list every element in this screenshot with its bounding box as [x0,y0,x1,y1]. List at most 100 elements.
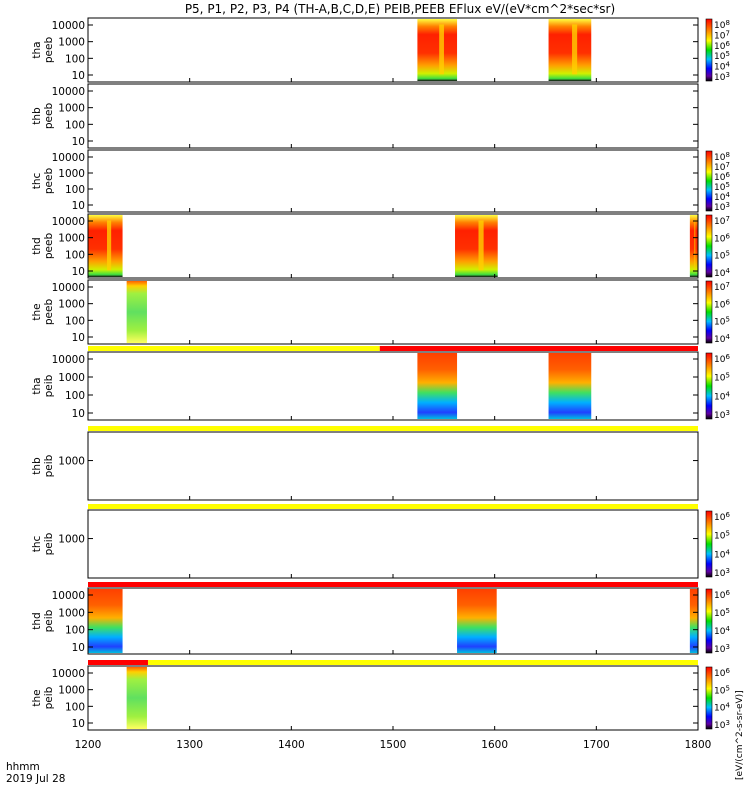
flag-strip [379,346,698,351]
colorbar-tick-label: 105 [714,684,730,696]
panel-label-probe: tha [31,41,43,58]
y-tick-label: 10000 [52,668,85,680]
panel-label-product: peib [43,454,55,477]
flag-strip [88,582,698,587]
y-tick-label: 100 [65,701,85,713]
data-block [689,215,698,277]
panel-label-product: peeb [43,37,55,64]
colorbar-tick-label: 103 [714,409,730,421]
flag-strip [88,346,380,351]
panel-label-probe: thd [31,612,43,629]
y-tick-label: 10 [72,642,85,654]
colorbar-tick-label: 106 [714,353,730,365]
flag-strip [88,504,698,509]
panel-thd-peeb: 10 100 1000 10000 thd peeb 107 106 105 104 [31,213,730,279]
panel-label-product: peeb [43,299,55,326]
data-block [457,589,497,653]
colorbar-tick-label: 107 [714,281,730,293]
colorbar-tick-label: 103 [714,567,730,579]
colorbar-tick-label: 106 [714,232,730,244]
colorbar-tick-label: 103 [714,643,730,655]
data-block [126,667,147,729]
colorbar [705,510,713,578]
panel-label-probe: thc [31,536,43,553]
colorbar-tick-label: 104 [714,267,730,279]
y-tick-label: 1000 [58,534,85,546]
colorbar-tick-label: 107 [714,215,730,227]
data-block-streak [694,220,696,271]
x-tick-label: 1700 [583,739,610,751]
y-tick-label: 100 [65,249,85,261]
data-block [455,215,498,277]
panel-thb-peeb: 10 100 1000 10000 thb peeb [31,83,699,149]
colorbar-tick-label: 105 [714,250,730,262]
y-tick-label: 10 [72,332,85,344]
panel-frame [87,17,699,83]
data-block-streak [439,24,444,75]
y-tick-label: 1000 [58,607,85,619]
panel-frame [87,431,699,501]
panel-label-probe: thb [31,107,43,125]
panel-label-probe: thc [31,173,43,190]
y-tick-label: 10 [72,70,85,82]
y-tick-label: 1000 [58,456,85,468]
chart-title: P5, P1, P2, P3, P4 (TH-A,B,C,D,E) PEIB,P… [185,2,615,16]
colorbar-tick-label: 103 [714,719,730,731]
panel-tha-peib: 10 100 1000 10000 tha peib 106 105 104 103 [31,346,730,421]
x-tick-label: 1600 [481,739,508,751]
y-tick-label: 100 [65,315,85,327]
x-tick-label: 1500 [380,739,407,751]
data-block [417,353,458,419]
colorbar [705,280,713,344]
x-label-line2: 2019 Jul 28 [6,773,65,785]
x-label-line1: hhmm [6,761,40,773]
data-block [689,589,698,653]
data-block [548,353,592,419]
data-block-streak [107,220,112,271]
data-block-streak [572,24,578,75]
panel-label-probe: the [31,303,43,320]
y-tick-label: 1000 [58,685,85,697]
panel-frame [87,213,699,279]
colorbar-tick-label: 106 [714,589,730,601]
y-tick-label: 10 [72,718,85,730]
panel-the-peib: 10 100 1000 10000 the peib 106 105 104 103 [31,660,730,731]
colorbar-tick-label: 105 [714,316,730,328]
colorbar-tick-label: 104 [714,548,730,560]
y-tick-label: 100 [65,184,85,196]
panel-frame [87,149,699,213]
colorbar [705,588,713,654]
colorbar-tick-label: 105 [714,372,730,384]
colorbar [705,214,713,278]
y-tick-label: 10000 [52,590,85,602]
panel-label-probe: thd [31,237,43,254]
colorbar-tick-label: 106 [714,298,730,310]
colorbar-tick-label: 104 [714,625,730,637]
colorbar [705,18,713,82]
colorbar-tick-label: 105 [714,607,730,619]
y-tick-label: 1000 [58,299,85,311]
panel-label-product: peib [43,609,55,632]
panel-frame [87,351,699,421]
y-tick-label: 10000 [52,282,85,294]
y-tick-label: 10000 [52,216,85,228]
y-tick-label: 10000 [52,152,85,164]
colorbar-tick-label: 104 [714,333,730,345]
panel-frame [87,509,699,579]
data-block [548,19,592,81]
panel-label-product: peib [43,374,55,397]
colorbar-units: [eV/(cm^2-s-sr-eV)] [735,690,745,780]
flag-strip [88,660,148,665]
y-tick-label: 10000 [52,86,85,98]
flag-strip [147,660,698,665]
y-tick-label: 10 [72,136,85,148]
y-tick-label: 10000 [52,20,85,32]
y-tick-label: 1000 [58,37,85,49]
y-tick-label: 100 [65,625,85,637]
y-tick-label: 100 [65,53,85,65]
colorbar-tick-label: 103 [714,71,730,83]
panel-thd-peib: 10 100 1000 10000 thd peib 106 105 104 103 [31,582,730,655]
colorbar-tick-label: 105 [714,530,730,542]
